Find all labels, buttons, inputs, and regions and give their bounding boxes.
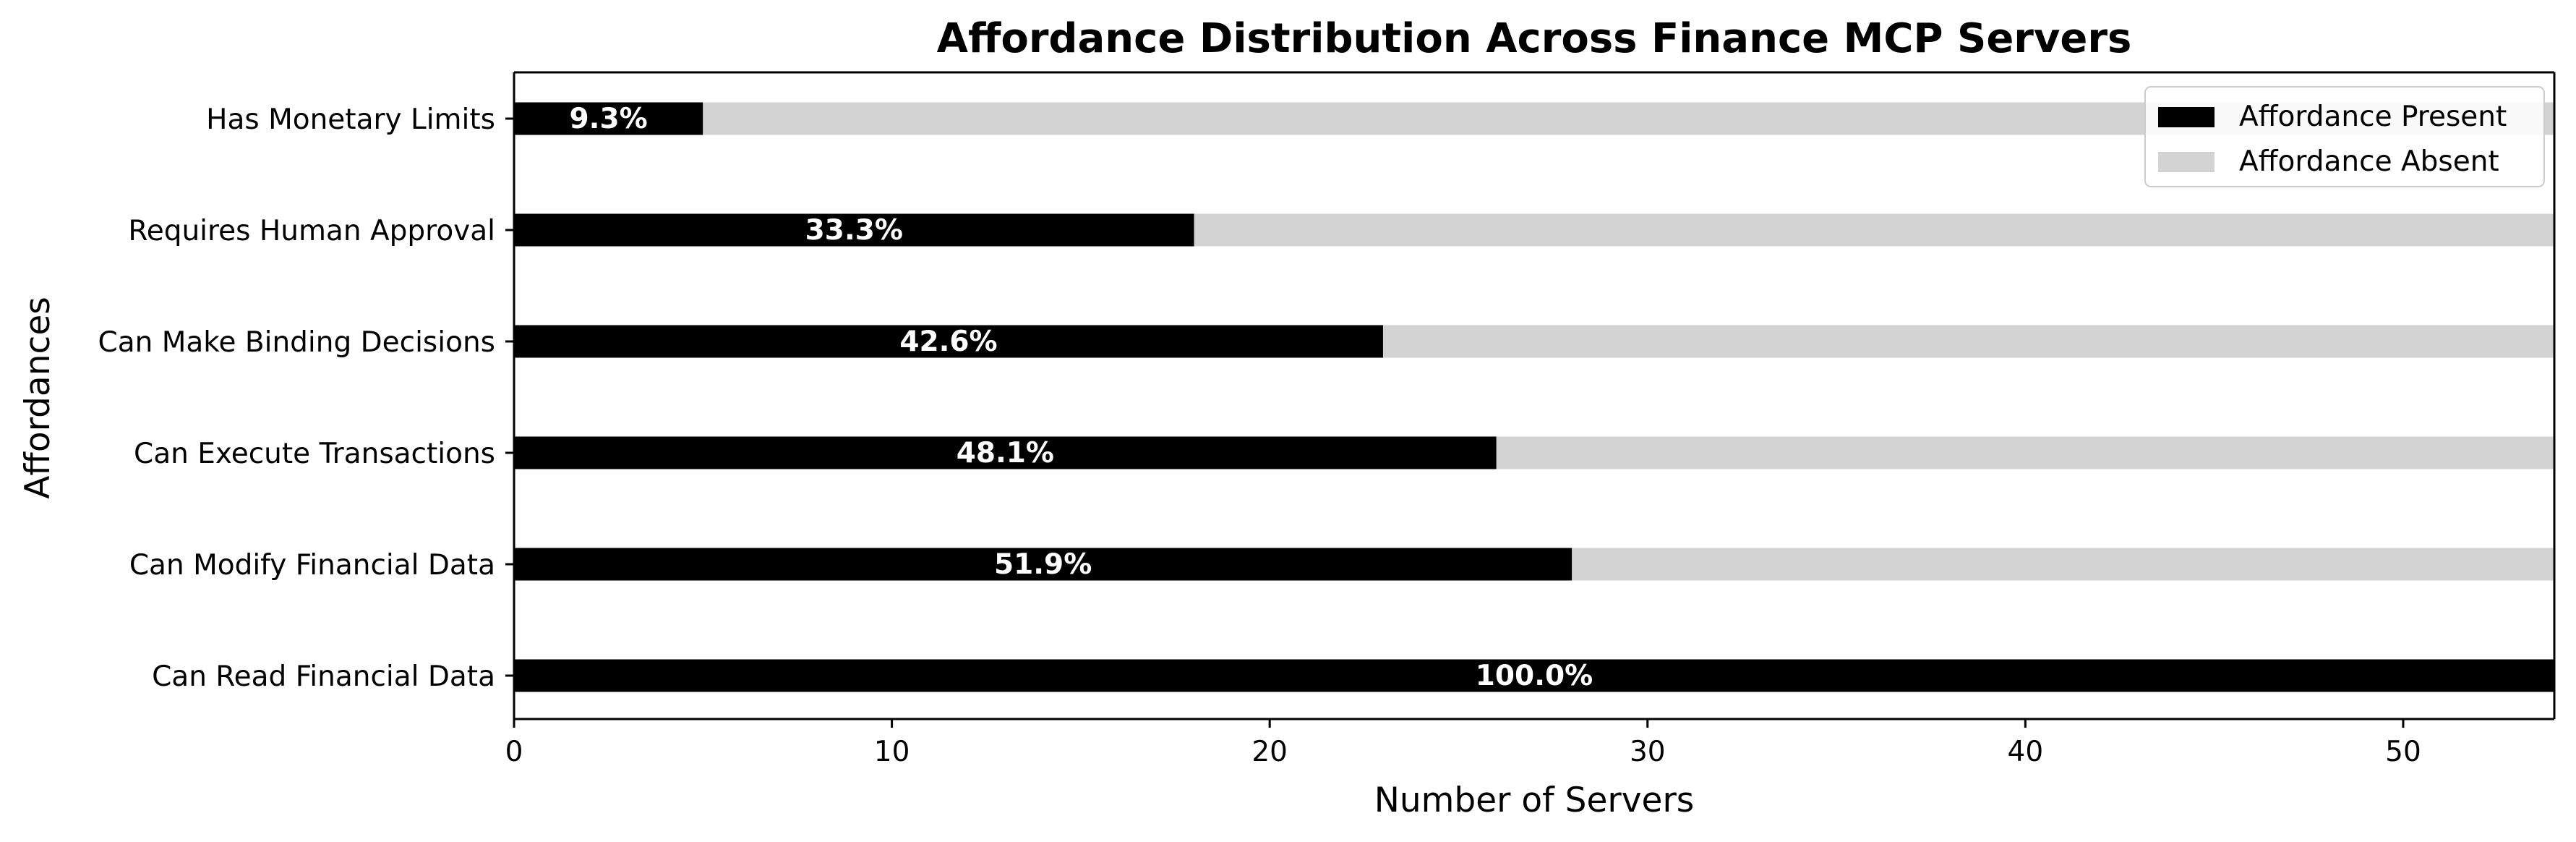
absent-bar-4 <box>1194 213 2554 247</box>
plot-area: 100.0% 51.9% 48.1% 42.6% 33.3% 9.3% Can Read F… <box>98 71 2556 768</box>
y-tick-label-1: Can Modify Financial Data <box>129 549 495 582</box>
y-tick-label-3: Can Make Binding Decisions <box>98 326 495 359</box>
legend-swatch-1 <box>2158 152 2215 172</box>
y-tick-label-4: Requires Human Approval <box>128 215 495 247</box>
x-tick-label-3: 30 <box>1630 736 1666 768</box>
percent-label-0: 100.0% <box>1476 660 1593 692</box>
percent-label-2: 48.1% <box>957 437 1054 469</box>
y-axis-label: Affordances <box>18 297 58 498</box>
y-tick-label-2: Can Execute Transactions <box>134 438 495 470</box>
present-bar-4 <box>514 213 1194 247</box>
x-tick-label-2: 20 <box>1251 736 1288 768</box>
x-tick-label-5: 50 <box>2385 736 2421 768</box>
legend: Affordance Present Affordance Absent <box>2144 86 2545 187</box>
legend-box <box>2144 86 2545 187</box>
absent-bar-2 <box>1496 436 2554 469</box>
x-tick-label-4: 40 <box>2008 736 2044 768</box>
y-tick-label-5: Has Monetary Limits <box>206 103 495 136</box>
x-tick-label-1: 10 <box>874 736 910 768</box>
present-bar-5 <box>514 102 703 135</box>
legend-label-0: Affordance Present <box>2239 101 2507 133</box>
y-tick-label-0: Can Read Financial Data <box>152 660 495 693</box>
present-bar-3 <box>514 325 1383 358</box>
percent-label-4: 33.3% <box>805 214 903 247</box>
absent-bar-3 <box>1382 325 2554 358</box>
absent-bar-1 <box>1572 548 2554 581</box>
x-axis-label: Number of Servers <box>1374 781 1695 820</box>
percent-label-3: 42.6% <box>899 326 997 358</box>
present-bar-2 <box>514 436 1497 469</box>
chart-title: Affordance Distribution Across Finance M… <box>937 15 2132 62</box>
present-bar-1 <box>514 548 1572 581</box>
x-tick-label-0: 0 <box>505 736 523 768</box>
legend-label-1: Affordance Absent <box>2239 145 2499 178</box>
legend-swatch-0 <box>2158 107 2215 127</box>
percent-label-5: 9.3% <box>570 103 648 135</box>
percent-label-1: 51.9% <box>994 548 1092 581</box>
present-bar-0 <box>514 659 2554 692</box>
